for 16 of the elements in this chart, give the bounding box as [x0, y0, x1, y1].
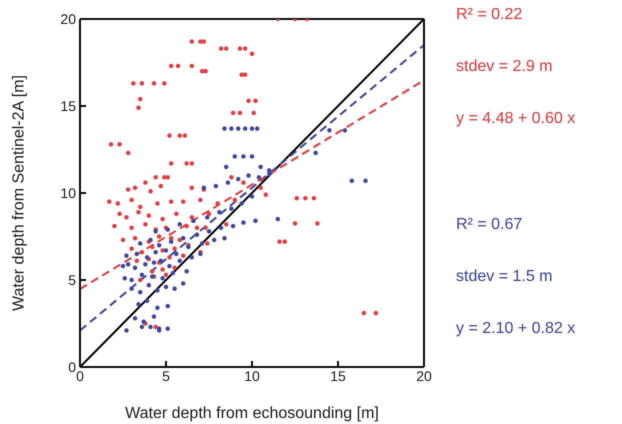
text: R² = 0.22 — [456, 6, 522, 24]
y-tick-label: 15 — [60, 98, 76, 114]
text: stdev = 2.9 m — [456, 58, 552, 76]
text: y = 4.48 + 0.60 x — [456, 110, 576, 128]
text: stdev = 1.5 m — [456, 268, 552, 286]
text: R² = 0.67 — [456, 216, 522, 234]
y-tick-label: 5 — [68, 272, 76, 288]
x-tick-label: 15 — [330, 368, 346, 384]
x-tick-label: 10 — [244, 368, 260, 384]
x-tick-label: 5 — [162, 368, 170, 384]
x-tick-label: 20 — [416, 368, 432, 384]
x-axis-title: Water depth from echosounding [m] — [125, 405, 379, 422]
y-tick-label: 20 — [60, 10, 76, 27]
y-tick-label: 10 — [60, 184, 76, 201]
text: y = 2.10 + 0.82 x — [456, 320, 576, 338]
y-axis-title: Water depth from Sentinel-2A [m] — [10, 75, 28, 311]
